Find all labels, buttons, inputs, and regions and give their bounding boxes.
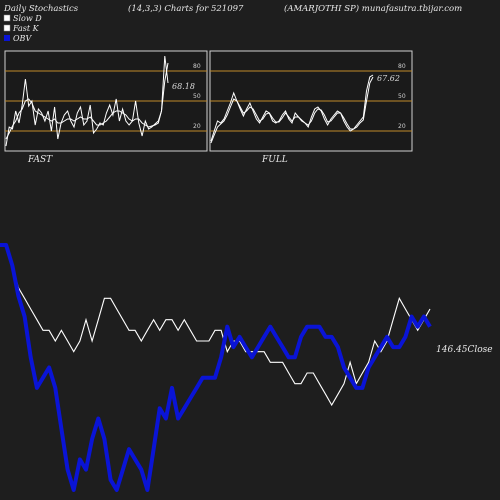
legend-label-slow-d: Slow D xyxy=(13,14,42,23)
header-left: Daily Stochastics xyxy=(3,4,79,14)
close-price-line xyxy=(0,244,431,407)
full-panel: 20 50 80 67.62 FULL xyxy=(209,50,413,165)
close-value: 146.45 xyxy=(436,345,468,355)
legend-swatch-slow-d xyxy=(3,14,11,22)
legend-label-fast-k: Fast K xyxy=(12,24,40,33)
full-level-label-80: 80 xyxy=(398,63,406,70)
close-suffix: Close xyxy=(468,345,493,355)
price-obv-series-group xyxy=(0,243,432,492)
fast-last-value-label: 68.18 xyxy=(172,82,195,91)
header-center: (14,3,3) Charts for 521097 xyxy=(128,3,244,14)
legend-swatch-fast-k xyxy=(3,24,11,32)
fast-series-group xyxy=(5,55,169,147)
fast-series-slow-d xyxy=(5,62,169,140)
fast-level-label-20: 20 xyxy=(193,123,201,130)
legend-label-obv: OBV xyxy=(13,34,32,43)
fast-level-label-80: 80 xyxy=(193,63,201,70)
full-level-label-50: 50 xyxy=(398,93,406,100)
close-label: 146.45Close xyxy=(436,345,493,355)
fast-series-fast-k xyxy=(5,55,169,147)
header-right: (AMARJOTHI SP) munafasutra.tbijar.com xyxy=(284,3,462,14)
fast-level-lines: 20 50 80 xyxy=(5,63,207,132)
fast-panel-caption: FAST xyxy=(27,155,53,165)
fast-panel: 20 50 80 68.18 FAST xyxy=(4,50,208,165)
full-series-slow-d xyxy=(210,76,374,144)
obv-line xyxy=(0,243,432,492)
full-level-lines: 20 50 80 xyxy=(210,63,412,132)
full-panel-caption: FULL xyxy=(261,155,288,165)
price-obv-panel: 146.45Close xyxy=(0,243,493,492)
full-series-group xyxy=(210,74,374,144)
legend-swatch-obv xyxy=(4,35,10,41)
fast-level-label-50: 50 xyxy=(193,93,201,100)
legend: Slow D Fast K OBV xyxy=(3,14,42,43)
full-last-value-label: 67.62 xyxy=(377,74,400,83)
full-level-label-20: 20 xyxy=(398,123,406,130)
